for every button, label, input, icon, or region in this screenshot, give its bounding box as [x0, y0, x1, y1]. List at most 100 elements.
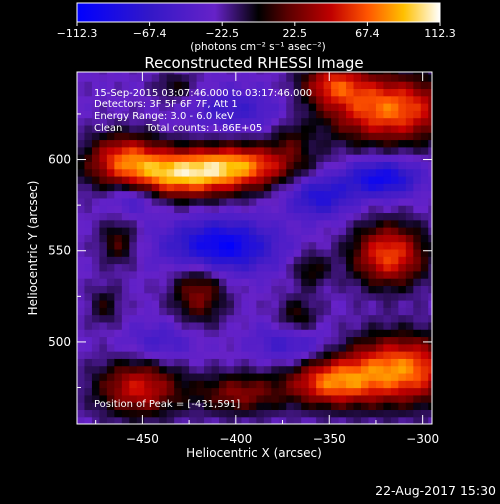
heatmap-cell: [278, 241, 287, 250]
heatmap-cell: [383, 365, 392, 374]
heatmap-cell: [106, 263, 115, 272]
heatmap-cell: [159, 394, 168, 403]
heatmap-cell: [263, 278, 272, 286]
heatmap-cell: [204, 263, 213, 272]
heatmap-cell: [226, 88, 235, 97]
heatmap-cell: [114, 270, 123, 279]
heatmap-cell: [233, 380, 243, 389]
heatmap-cell: [331, 103, 340, 111]
heatmap-cell: [413, 88, 422, 97]
heatmap-cell: [316, 183, 325, 192]
heatmap-cell: [256, 73, 265, 82]
heatmap-cell: [428, 175, 432, 184]
heatmap-cell: [114, 234, 123, 243]
heatmap-cell: [346, 299, 355, 308]
heatmap-cell: [129, 416, 138, 424]
heatmap-cell: [323, 197, 332, 206]
heatmap-cell: [121, 394, 130, 403]
heatmap-cell: [293, 307, 302, 316]
heatmap-cell: [219, 307, 228, 316]
heatmap-cell: [99, 95, 108, 104]
heatmap-cell: [293, 205, 302, 214]
heatmap-cell: [151, 372, 160, 381]
heatmap-cell: [226, 270, 235, 279]
heatmap-cell: [144, 307, 153, 316]
heatmap-cell: [293, 219, 302, 228]
heatmap-cell: [219, 365, 228, 374]
heatmap-cell: [144, 103, 153, 111]
heatmap-cell: [219, 161, 228, 170]
heatmap-cell: [346, 212, 355, 221]
heatmap-cell: [301, 183, 310, 192]
heatmap-cell: [383, 205, 392, 214]
heatmap-cell: [420, 175, 429, 184]
heatmap-cell: [189, 416, 198, 424]
heatmap-cell: [219, 212, 228, 221]
heatmap-cell: [346, 103, 355, 111]
heatmap-cell: [256, 190, 265, 199]
heatmap-cell: [420, 234, 429, 243]
heatmap-cell: [121, 103, 130, 111]
heatmap-cell: [159, 146, 168, 155]
heatmap-cell: [338, 117, 347, 126]
heatmap-cell: [420, 183, 429, 192]
heatmap-cell: [286, 351, 295, 359]
heatmap-cell: [241, 227, 250, 235]
heatmap-cell: [248, 175, 257, 184]
heatmap-cell: [196, 365, 205, 374]
heatmap-cell: [233, 124, 243, 133]
heatmap-cell: [211, 372, 220, 381]
heatmap-cell: [226, 190, 235, 199]
heatmap-cell: [413, 110, 422, 119]
heatmap-cell: [405, 307, 414, 316]
heatmap-cell: [84, 270, 93, 279]
heatmap-cell: [241, 248, 250, 257]
heatmap-cell: [241, 314, 250, 323]
heatmap-cell: [174, 321, 183, 330]
heatmap-cell: [114, 95, 123, 104]
heatmap-cell: [106, 358, 115, 367]
heatmap-cell: [383, 103, 392, 111]
heatmap-cell: [405, 351, 414, 359]
heatmap-cell: [91, 256, 101, 265]
heatmap-cell: [91, 190, 101, 199]
heatmap-cell: [106, 256, 115, 265]
heatmap-cell: [263, 117, 272, 126]
heatmap-cell: [405, 299, 414, 308]
heatmap-cell: [219, 95, 228, 104]
heatmap-cell: [166, 321, 175, 330]
heatmap-cell: [286, 409, 295, 418]
heatmap-cell: [405, 205, 414, 214]
heatmap-cell: [84, 416, 93, 424]
heatmap-cell: [353, 234, 362, 243]
heatmap-cell: [263, 124, 272, 133]
heatmap-cell: [219, 270, 228, 279]
heatmap-cell: [271, 351, 280, 359]
heatmap-cell: [428, 314, 432, 323]
heatmap-cell: [271, 365, 280, 374]
heatmap-cell: [428, 416, 432, 424]
heatmap-cell: [323, 372, 332, 381]
heatmap-cell: [413, 72, 422, 75]
heatmap-cell: [181, 124, 190, 133]
heatmap-cell: [181, 263, 190, 272]
heatmap-cell: [219, 278, 228, 286]
heatmap-cell: [331, 270, 340, 279]
heatmap-cell: [91, 263, 101, 272]
heatmap-cell: [278, 81, 287, 90]
heatmap-cell: [293, 234, 302, 243]
heatmap-cell: [114, 358, 123, 367]
heatmap-cell: [331, 299, 340, 308]
heatmap-cell: [159, 299, 168, 308]
heatmap-cell: [77, 72, 86, 75]
heatmap-cell: [323, 248, 332, 257]
heatmap-cell: [151, 95, 160, 104]
heatmap-cell: [390, 358, 399, 367]
heatmap-cell: [405, 124, 414, 133]
heatmap-cell: [174, 161, 183, 170]
heatmap-cell: [166, 117, 175, 126]
heatmap-cell: [368, 329, 377, 338]
heatmap-cell: [196, 321, 205, 330]
heatmap-cell: [278, 227, 287, 235]
heatmap-cell: [136, 175, 145, 184]
